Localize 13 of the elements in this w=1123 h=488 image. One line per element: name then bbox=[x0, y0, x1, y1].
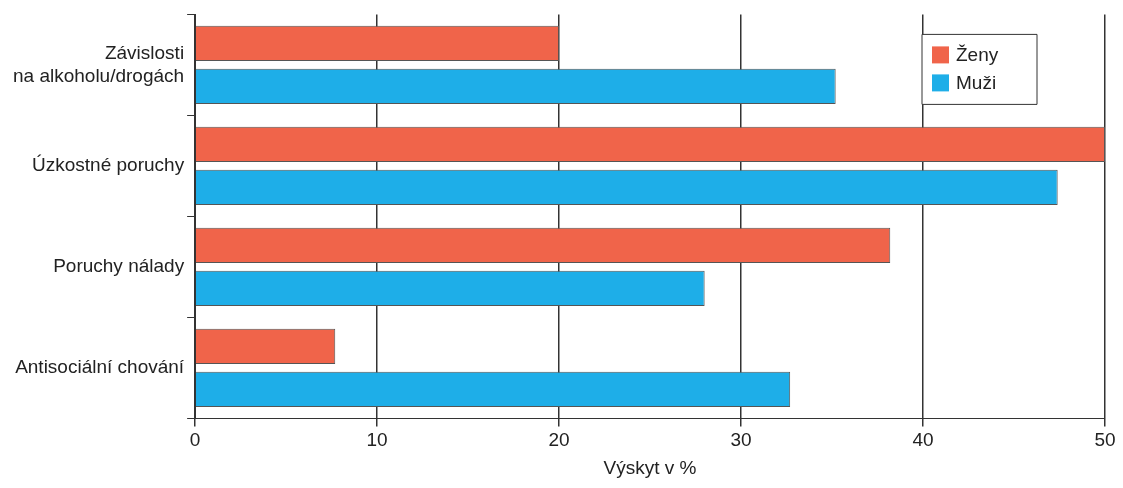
y-tick-label: Úzkostné poruchy bbox=[32, 154, 185, 176]
x-tick-label: 10 bbox=[366, 429, 388, 451]
legend-label: Ženy bbox=[956, 43, 999, 65]
x-tick-label: 50 bbox=[1094, 429, 1116, 451]
x-tick-label: 30 bbox=[730, 429, 752, 451]
x-axis-title: Výskyt v % bbox=[603, 456, 697, 478]
y-tick-label: Závislosti na alkoholu/drogách bbox=[12, 41, 185, 86]
legend-label: Muži bbox=[956, 71, 997, 93]
y-tick-label: Antisociální chování bbox=[15, 356, 185, 378]
x-tick-label: 0 bbox=[189, 429, 201, 451]
y-tick-label: Poruchy nálady bbox=[53, 255, 185, 277]
x-tick-label: 40 bbox=[912, 429, 934, 451]
x-tick-label: 20 bbox=[548, 429, 570, 451]
